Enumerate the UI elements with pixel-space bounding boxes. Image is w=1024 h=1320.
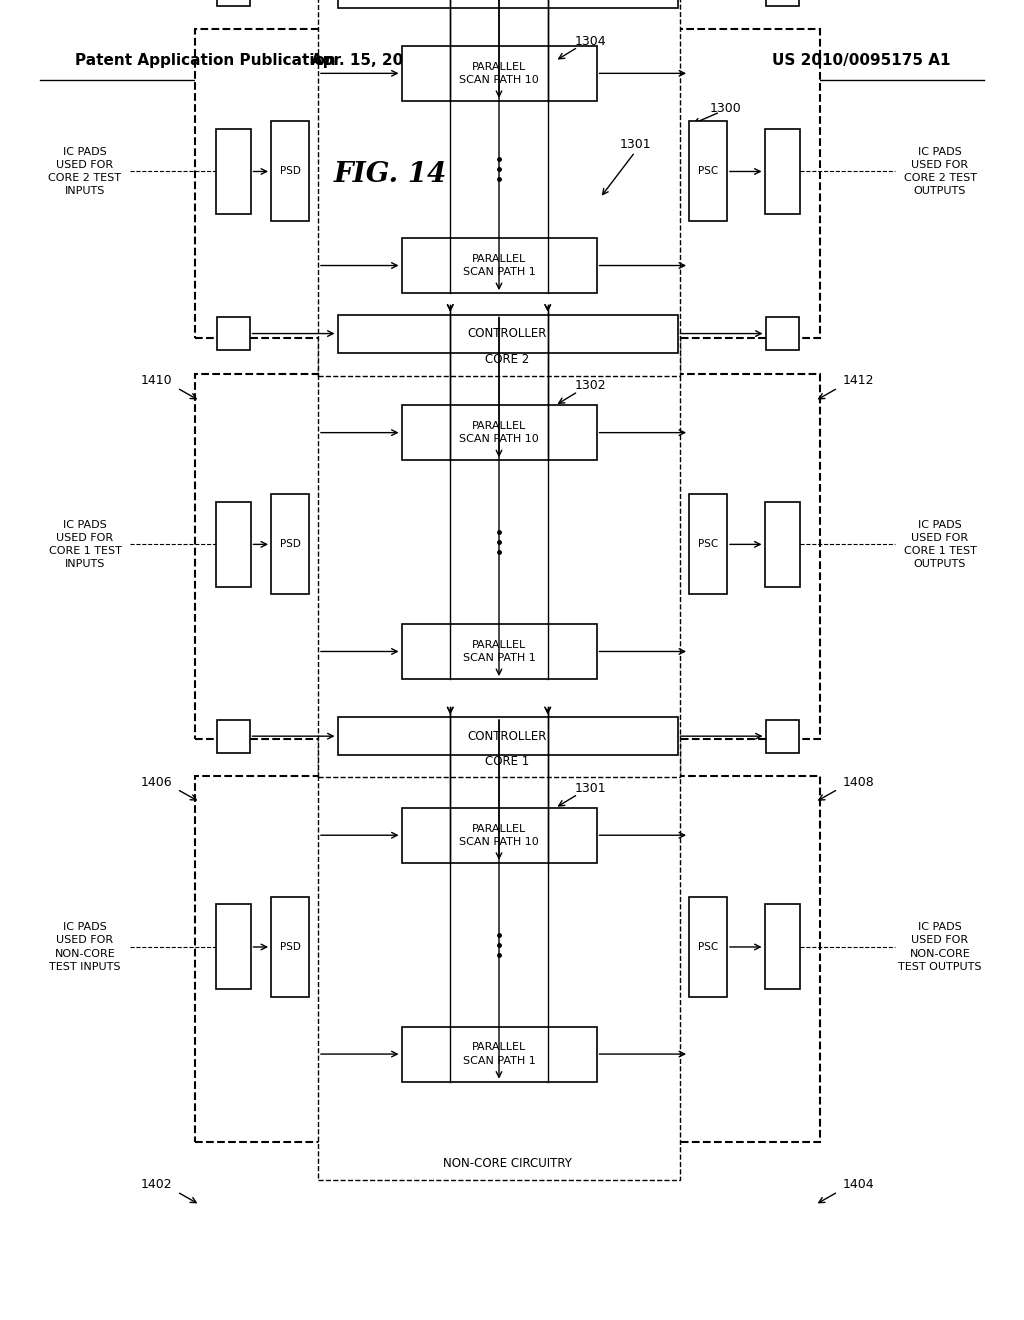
Bar [216, 0, 250, 5]
Bar [689, 495, 727, 594]
Bar [216, 317, 250, 350]
Text: PARALLEL
SCAN PATH 10: PARALLEL SCAN PATH 10 [459, 62, 539, 84]
Text: PSD: PSD [280, 540, 300, 549]
Text: US 2010/0095175 A1: US 2010/0095175 A1 [771, 53, 950, 67]
Text: 1301: 1301 [575, 781, 606, 795]
Text: CORE 1: CORE 1 [485, 755, 529, 768]
Text: 1402: 1402 [140, 1179, 172, 1191]
Text: IC PADS
USED FOR
CORE 1 TEST
INPUTS: IC PADS USED FOR CORE 1 TEST INPUTS [48, 520, 122, 569]
Bar [195, 29, 820, 338]
Text: PARALLEL
SCAN PATH 10: PARALLEL SCAN PATH 10 [459, 421, 539, 445]
Text: IC PADS
USED FOR
CORE 1 TEST
OUTPUTS: IC PADS USED FOR CORE 1 TEST OUTPUTS [903, 520, 977, 569]
Bar [215, 129, 251, 214]
Text: PARALLEL
SCAN PATH 1: PARALLEL SCAN PATH 1 [463, 1043, 536, 1065]
Text: CORE 2: CORE 2 [485, 354, 529, 367]
Bar [318, 312, 680, 777]
Text: Patent Application Publication: Patent Application Publication [75, 53, 336, 67]
Bar [766, 0, 799, 5]
Text: PARALLEL
SCAN PATH 10: PARALLEL SCAN PATH 10 [459, 824, 539, 847]
Bar [271, 121, 309, 222]
Bar [215, 502, 251, 587]
Text: FIG. 14: FIG. 14 [334, 161, 446, 189]
Bar [271, 495, 309, 594]
Text: CONTROLLER: CONTROLLER [468, 327, 547, 341]
Text: IC PADS
USED FOR
CORE 2 TEST
INPUTS: IC PADS USED FOR CORE 2 TEST INPUTS [48, 147, 122, 197]
Text: 1302: 1302 [575, 379, 606, 392]
Text: PARALLEL
SCAN PATH 1: PARALLEL SCAN PATH 1 [463, 640, 536, 663]
Text: IC PADS
USED FOR
NON-CORE
TEST INPUTS: IC PADS USED FOR NON-CORE TEST INPUTS [49, 923, 121, 972]
Bar [318, 714, 680, 1180]
Bar [401, 405, 597, 461]
Text: 1406: 1406 [140, 776, 172, 789]
Bar [271, 898, 309, 997]
Text: IC PADS
USED FOR
CORE 2 TEST
OUTPUTS: IC PADS USED FOR CORE 2 TEST OUTPUTS [903, 147, 977, 197]
Text: PSD: PSD [280, 166, 300, 177]
Bar [215, 904, 251, 990]
Bar [338, 0, 678, 8]
Bar [338, 314, 678, 352]
Bar [401, 1027, 597, 1081]
Bar [338, 717, 678, 755]
Text: PSC: PSC [698, 540, 718, 549]
Bar [765, 129, 800, 214]
Bar [401, 238, 597, 293]
Text: 1300: 1300 [710, 102, 741, 115]
Bar [766, 719, 799, 752]
Text: 1410: 1410 [140, 375, 172, 388]
Bar [318, 0, 680, 376]
Text: CONTROLLER: CONTROLLER [468, 730, 547, 743]
Bar [401, 46, 597, 100]
Bar [689, 121, 727, 222]
Bar [689, 898, 727, 997]
Text: 1304: 1304 [575, 34, 606, 48]
Text: 1412: 1412 [843, 375, 874, 388]
Text: PSC: PSC [698, 166, 718, 177]
Text: Apr. 15, 2010  Sheet 9 of 27: Apr. 15, 2010 Sheet 9 of 27 [310, 53, 549, 67]
Text: PARALLEL
SCAN PATH 1: PARALLEL SCAN PATH 1 [463, 253, 536, 277]
Text: 1301: 1301 [620, 139, 651, 152]
Bar [401, 808, 597, 863]
Text: 1408: 1408 [843, 776, 874, 789]
Text: IC PADS
USED FOR
NON-CORE
TEST OUTPUTS: IC PADS USED FOR NON-CORE TEST OUTPUTS [898, 923, 982, 972]
Bar [195, 776, 820, 1142]
Bar [401, 624, 597, 678]
Bar [765, 502, 800, 587]
Text: PSD: PSD [280, 942, 300, 952]
Bar [195, 374, 820, 739]
Bar [216, 719, 250, 752]
Text: 1404: 1404 [843, 1179, 874, 1191]
Bar [765, 904, 800, 990]
Text: PSC: PSC [698, 942, 718, 952]
Bar [766, 317, 799, 350]
Text: NON-CORE CIRCUITRY: NON-CORE CIRCUITRY [443, 1158, 572, 1171]
